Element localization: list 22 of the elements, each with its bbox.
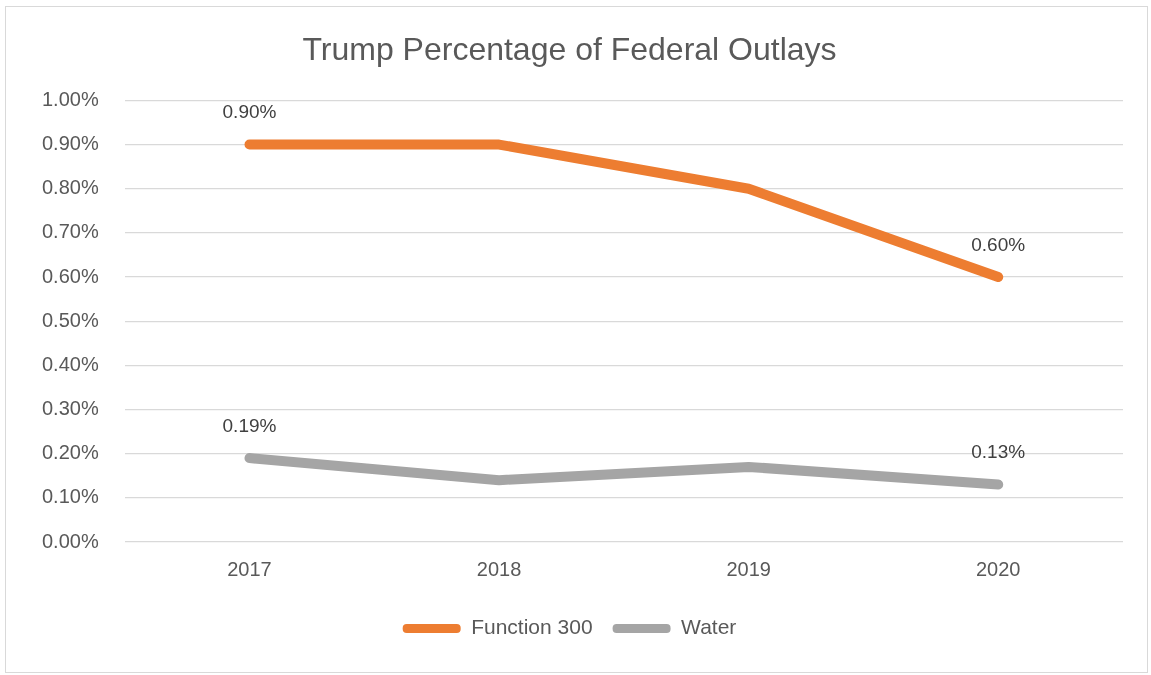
x-tick-label: 2019: [726, 557, 771, 580]
y-tick-label: 1.00%: [41, 87, 99, 110]
y-tick-label: 0.20%: [41, 441, 99, 464]
x-tick-label: 2020: [975, 557, 1021, 580]
y-tick-label: 0.50%: [41, 308, 99, 331]
legend-label: Function 300: [471, 615, 593, 639]
data-label: 0.19%: [222, 414, 277, 436]
x-tick-label: 2017: [227, 557, 272, 580]
y-tick-label: 0.10%: [41, 485, 99, 508]
y-tick-label: 0.80%: [41, 176, 99, 199]
y-tick-label: 0.00%: [41, 529, 99, 552]
y-tick-label: 0.70%: [41, 220, 99, 243]
data-label: 0.60%: [971, 233, 1026, 255]
data-label: 0.13%: [971, 441, 1026, 463]
data-label: 0.90%: [222, 101, 277, 123]
x-tick-label: 2018: [476, 557, 522, 580]
y-tick-label: 0.90%: [41, 132, 99, 155]
y-tick-label: 0.30%: [41, 397, 99, 420]
chart-title: Trump Percentage of Federal Outlays: [302, 31, 837, 68]
legend-label: Water: [681, 615, 737, 639]
y-tick-label: 0.60%: [41, 264, 99, 287]
y-tick-label: 0.40%: [41, 352, 99, 375]
